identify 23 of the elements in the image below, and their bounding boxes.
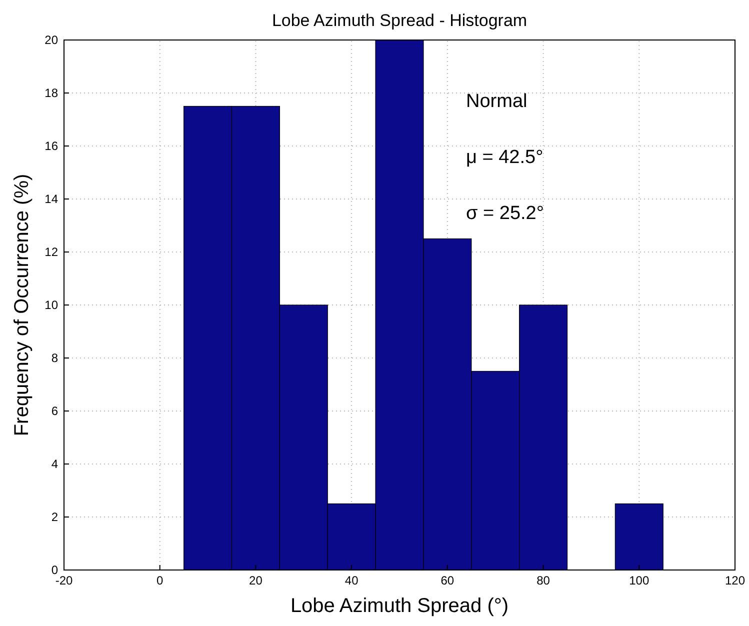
x-tick-label: 0 <box>156 574 164 588</box>
y-tick-label: 10 <box>44 298 58 312</box>
x-tick-label: 60 <box>440 574 454 588</box>
y-tick-label: 14 <box>44 192 58 206</box>
y-tick-label: 8 <box>51 350 58 365</box>
y-tick-label: 12 <box>44 244 58 259</box>
x-axis-title: Lobe Azimuth Spread (°) <box>290 595 509 617</box>
x-tick-label: 20 <box>249 574 263 588</box>
y-tick-label: 18 <box>44 86 58 100</box>
annotation: μ = 42.5° <box>466 147 544 168</box>
y-tick-label: 20 <box>44 32 58 47</box>
y-tick-label: 4 <box>51 456 58 471</box>
x-tick-label: 100 <box>629 574 650 588</box>
x-tick-label: 80 <box>536 574 550 588</box>
annotation: Normal <box>466 91 528 112</box>
x-tick-label: 40 <box>344 574 359 588</box>
y-axis-title: Frequency of Occurrence (%) <box>11 174 33 436</box>
y-tick-label: 16 <box>44 138 58 153</box>
y-tick-label: 2 <box>51 510 58 524</box>
annotation: σ = 25.2° <box>466 203 544 224</box>
chart-title: Lobe Azimuth Spread - Histogram <box>272 11 528 30</box>
x-tick-label: 120 <box>724 574 746 588</box>
y-tick-label: 6 <box>51 404 58 418</box>
